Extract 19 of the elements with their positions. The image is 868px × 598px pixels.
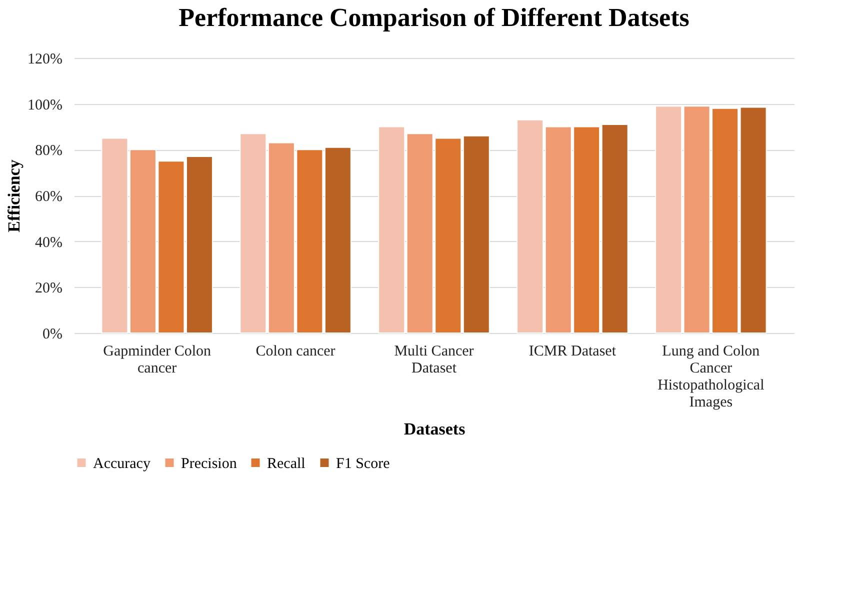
y-tick-label: 40% <box>35 234 62 251</box>
x-axis-title: Datasets <box>404 420 466 438</box>
legend-label: F1 Score <box>336 456 390 472</box>
y-tick-label: 60% <box>35 189 62 205</box>
chart-title: Performance Comparison of Different Datsets <box>178 3 690 32</box>
x-tick-label: Multi Cancer Dataset <box>394 344 474 376</box>
y-tick-label: 120% <box>28 52 62 68</box>
y-tick-label: 80% <box>35 143 62 160</box>
legend-label: Precision <box>181 456 238 472</box>
y-tick-label: 100% <box>28 97 62 114</box>
legend-label: Recall <box>267 456 306 472</box>
x-tick-label: ICMR Dataset <box>528 344 617 360</box>
legend-label: Accuracy <box>93 456 151 472</box>
x-tick-label: Colon cancer <box>256 344 336 360</box>
y-axis-title: Efficiency <box>4 159 24 232</box>
y-tick-label: 20% <box>35 280 62 297</box>
x-tick-label: Gapminder Colon cancer <box>103 344 212 376</box>
y-tick-label: 0% <box>42 326 62 342</box>
x-tick-label: Lung and Colon Cancer Histopathological Images <box>658 344 764 410</box>
